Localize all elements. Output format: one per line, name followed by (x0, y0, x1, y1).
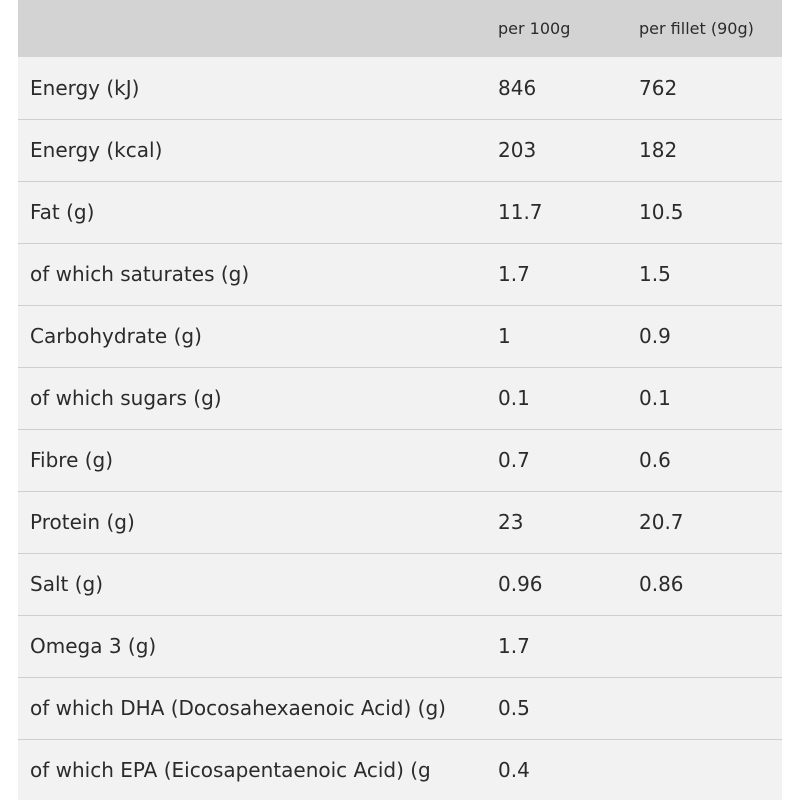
value-per-fillet (639, 677, 782, 739)
value-per-100g: 846 (498, 75, 537, 100)
table-row: of which EPA (Eicosapentaenoic Acid) (g … (18, 739, 782, 800)
value-per-100g: 0.7 (498, 448, 530, 472)
header-row: per 100g per fillet (90g) (18, 0, 782, 57)
value-per-100g: 1.7 (498, 262, 530, 286)
value-per-fillet: 182 (639, 138, 678, 162)
nutrient-name: Fat (g) (30, 200, 95, 224)
nutrition-table-container: per 100g per fillet (90g) Energy (kJ) 84… (18, 0, 782, 800)
table-row: Fat (g) 11.7 10.5 (18, 181, 782, 243)
table-row: Salt (g) 0.96 0.86 (18, 553, 782, 615)
nutrient-name: of which sugars (g) (30, 386, 222, 410)
nutrient-name: Protein (g) (30, 510, 135, 534)
table-header: per 100g per fillet (90g) (18, 0, 782, 57)
value-per-fillet (639, 615, 782, 677)
table-row: Omega 3 (g) 1.7 (18, 615, 782, 677)
nutrient-name: Carbohydrate (g) (30, 324, 202, 348)
value-per-fillet: 0.6 (639, 448, 671, 472)
nutrient-name: of which saturates (g) (30, 262, 250, 286)
nutrient-name: Salt (g) (30, 572, 104, 596)
value-per-100g: 0.1 (498, 386, 530, 410)
value-per-fillet: 1.5 (639, 262, 671, 286)
nutrient-name: Fibre (g) (30, 448, 114, 472)
nutrient-name: of which DHA (Docosahexaenoic Acid) (g) (30, 696, 446, 720)
table-row: of which saturates (g) 1.7 1.5 (18, 243, 782, 305)
header-nutrient (18, 0, 498, 57)
nutrient-name: Energy (kJ) (30, 75, 140, 100)
nutrient-name: of which EPA (Eicosapentaenoic Acid) (g (30, 758, 431, 783)
value-per-fillet: 0.86 (639, 572, 684, 596)
header-per-fillet: per fillet (90g) (639, 19, 754, 38)
value-per-fillet: 0.1 (639, 386, 671, 410)
table-body: Energy (kJ) 846 762 Energy (kcal) 203 18… (18, 57, 782, 800)
value-per-fillet (639, 739, 782, 800)
value-per-fillet: 20.7 (639, 510, 684, 534)
value-per-100g: 1.7 (498, 634, 530, 658)
value-per-100g: 0.4 (498, 758, 530, 783)
table-row: of which sugars (g) 0.1 0.1 (18, 367, 782, 429)
table-row: Energy (kJ) 846 762 (18, 57, 782, 119)
value-per-100g: 0.96 (498, 572, 543, 596)
table-row: Protein (g) 23 20.7 (18, 491, 782, 553)
table-row: of which DHA (Docosahexaenoic Acid) (g) … (18, 677, 782, 739)
value-per-100g: 0.5 (498, 696, 530, 720)
table-row: Fibre (g) 0.7 0.6 (18, 429, 782, 491)
value-per-fillet: 0.9 (639, 324, 671, 348)
table-row: Energy (kcal) 203 182 (18, 119, 782, 181)
value-per-100g: 11.7 (498, 200, 543, 224)
value-per-fillet: 10.5 (639, 200, 684, 224)
nutrition-table: per 100g per fillet (90g) Energy (kJ) 84… (18, 0, 782, 800)
value-per-100g: 23 (498, 510, 524, 534)
value-per-100g: 203 (498, 138, 537, 162)
value-per-100g: 1 (498, 324, 511, 348)
nutrient-name: Omega 3 (g) (30, 634, 157, 658)
header-per-100g: per 100g (498, 19, 571, 38)
table-row: Carbohydrate (g) 1 0.9 (18, 305, 782, 367)
nutrient-name: Energy (kcal) (30, 138, 163, 162)
value-per-fillet: 762 (639, 75, 678, 100)
